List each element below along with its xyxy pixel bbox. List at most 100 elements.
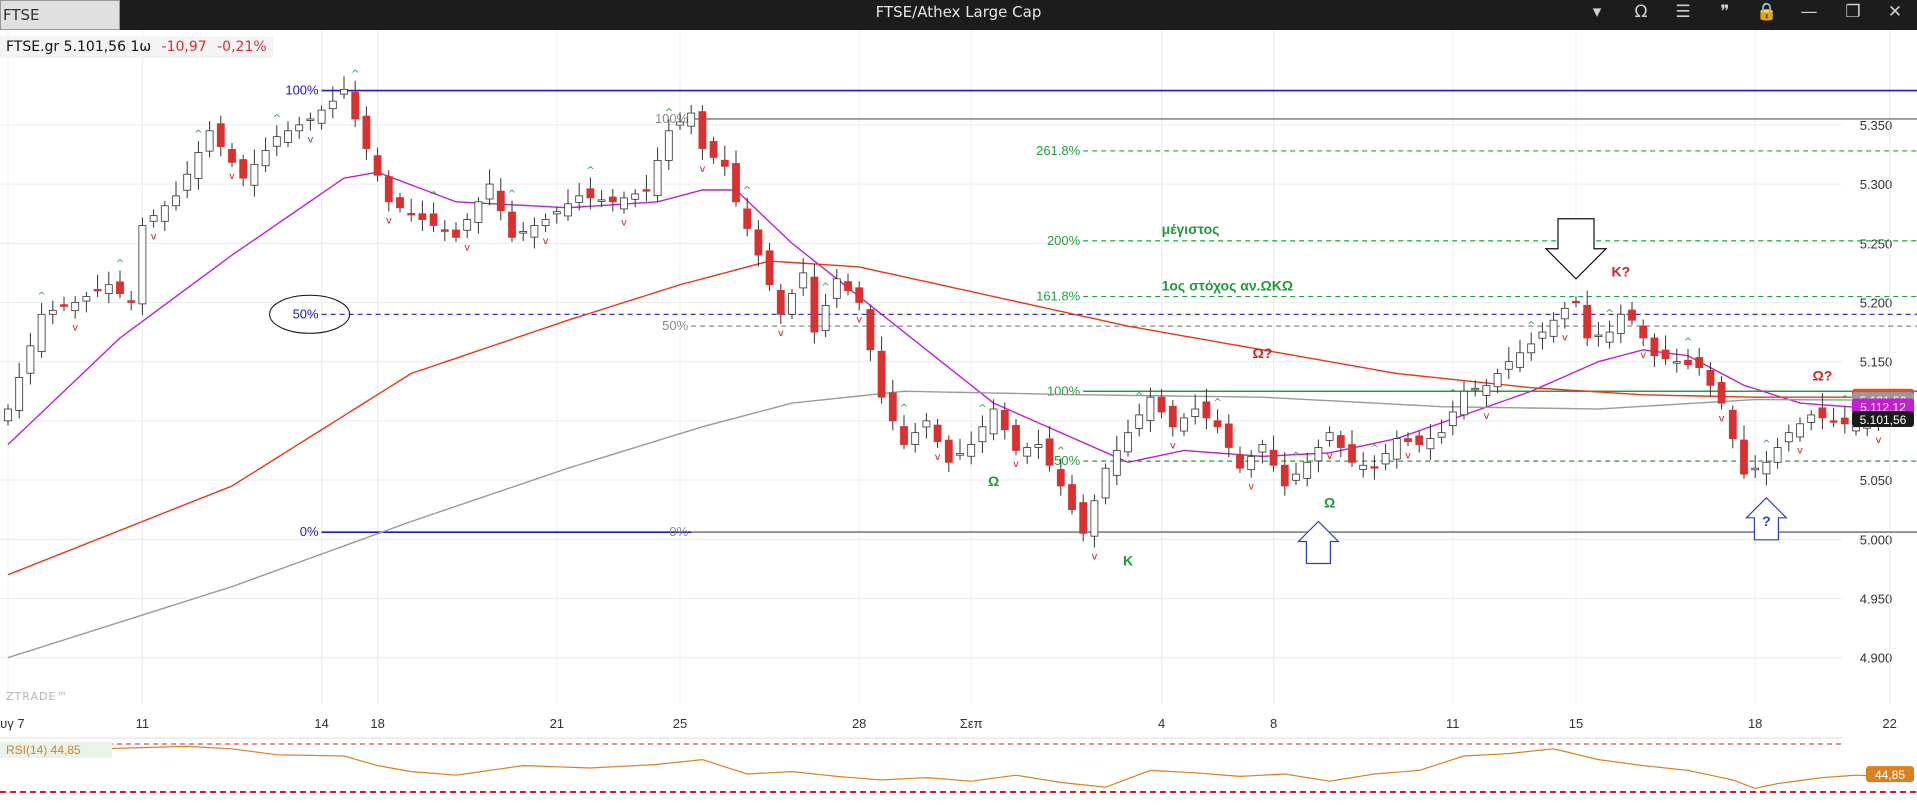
list-icon[interactable]: ☰: [1675, 2, 1691, 22]
pivot-high-marker: ^: [1370, 443, 1378, 454]
x-tick-label: Σεπ: [960, 716, 983, 731]
price-badge-label: 5.101,56: [1860, 413, 1907, 427]
ellipse-annotation: [269, 294, 351, 334]
y-tick-label: 5.050: [1860, 473, 1893, 488]
candle-body: [149, 215, 158, 222]
close-icon[interactable]: ✕: [1887, 2, 1903, 22]
pivot-low-marker: v: [1327, 451, 1333, 462]
y-tick-label: 4.950: [1860, 591, 1893, 606]
x-tick-label: 25: [673, 716, 687, 731]
x-tick-label: 18: [1748, 716, 1762, 731]
candle-body: [239, 159, 248, 179]
pivot-low-marker: v: [856, 315, 862, 326]
pivot-high-marker: ^: [1213, 397, 1221, 408]
pivot-low-marker: v: [1875, 435, 1881, 446]
price-chart[interactable]: 4.9004.9505.0005.0505.1005.1505.2005.250…: [0, 30, 1917, 805]
pivot-low-marker: v: [935, 452, 941, 463]
candle-body: [844, 281, 852, 292]
candle-body: [1695, 357, 1704, 368]
candle-body: [597, 199, 606, 202]
candle-body: [1224, 423, 1233, 448]
candle-body: [1124, 432, 1132, 453]
candle-body: [452, 229, 460, 238]
candle-body: [160, 205, 169, 222]
candle-body: [15, 377, 24, 411]
title-bar: FTSE FTSE/Athex Large Cap ▾ Ω ☰ ❞ 🔒 — ❐ …: [0, 0, 1917, 30]
candle-body: [1135, 414, 1144, 429]
pivot-high-marker: ^: [1605, 309, 1613, 320]
pivot-high-marker: ^: [273, 113, 281, 124]
candle-body: [463, 219, 472, 231]
x-tick-label: 15: [1569, 716, 1583, 731]
candle-body: [1560, 307, 1569, 320]
candle-body: [116, 281, 124, 294]
chart-annotation: Κ?: [1611, 263, 1630, 279]
pivot-high-marker: ^: [978, 403, 986, 414]
ticker-change: -10,97: [161, 39, 207, 55]
candle-body: [631, 193, 640, 200]
y-tick-label: 5.200: [1860, 295, 1893, 310]
candle-body: [407, 213, 416, 216]
omega-icon[interactable]: Ω: [1634, 2, 1648, 22]
candle-body: [1616, 313, 1625, 334]
chevron-down-icon[interactable]: ▾: [1592, 2, 1602, 22]
candle-body: [1191, 408, 1200, 417]
candle-body: [664, 130, 673, 161]
pivot-high-marker: ^: [1841, 395, 1849, 406]
pivot-high-marker: ^: [1057, 446, 1065, 457]
pivot-high-marker: ^: [429, 191, 437, 202]
candle-body: [508, 211, 516, 238]
y-tick-label: 4.900: [1860, 651, 1893, 666]
arrow-up-annotation: [1296, 520, 1340, 565]
symbol-input[interactable]: FTSE: [0, 0, 120, 30]
candle-body: [900, 426, 908, 445]
candle-body: [1325, 432, 1334, 441]
x-tick-label: 11: [1446, 716, 1460, 731]
pivot-low-marker: v: [229, 171, 235, 182]
lock-icon[interactable]: 🔒: [1756, 2, 1778, 22]
candle-body: [832, 278, 841, 299]
candle-body: [608, 196, 617, 203]
pivot-high-marker: ^: [743, 186, 751, 197]
candle-body: [1773, 447, 1782, 463]
candle-body: [373, 155, 382, 176]
pivot-high-marker: ^: [1292, 451, 1300, 462]
rsi-value-badge: [1866, 766, 1914, 783]
candle-body: [194, 152, 203, 179]
pivot-high-marker: ^: [821, 282, 829, 293]
candle-body: [1818, 407, 1827, 419]
pivot-high-marker: ^: [37, 291, 45, 302]
candle-body: [418, 213, 427, 220]
pivot-low-marker: v: [1640, 350, 1646, 361]
pivot-high-marker: ^: [1449, 389, 1457, 400]
candle-body: [429, 213, 438, 226]
candle-body: [888, 392, 897, 422]
pivot-low-marker: v: [1483, 411, 1489, 422]
candle-body: [754, 229, 763, 256]
minimize-icon[interactable]: —: [1800, 2, 1818, 22]
candle-body: [306, 118, 315, 121]
candle-body: [272, 136, 281, 147]
fib-level-label: 161.8%: [1036, 289, 1081, 304]
candle-body: [1807, 414, 1816, 423]
fib-level-label: 50%: [293, 306, 319, 321]
moving-average-line: [7, 171, 1879, 464]
candle-body: [709, 141, 718, 158]
candle-body: [1639, 325, 1648, 339]
candle-body: [687, 112, 696, 127]
pivot-low-marker: v: [1405, 450, 1411, 461]
x-tick-label: Αυγ 7: [0, 716, 25, 731]
quote-icon[interactable]: ❞: [1720, 2, 1730, 22]
candle-body: [362, 115, 371, 149]
candle-body: [1000, 410, 1009, 431]
candle-body: [1583, 304, 1592, 339]
candle-body: [1784, 432, 1793, 443]
candle-body: [1740, 439, 1748, 475]
candle-body: [1090, 500, 1099, 537]
candle-body: [855, 287, 864, 303]
restore-icon[interactable]: ❐: [1845, 2, 1861, 22]
candle-body: [1012, 425, 1020, 451]
candle-body: [1415, 435, 1424, 445]
candle-body: [989, 408, 998, 435]
pivot-low-marker: v: [151, 232, 157, 243]
